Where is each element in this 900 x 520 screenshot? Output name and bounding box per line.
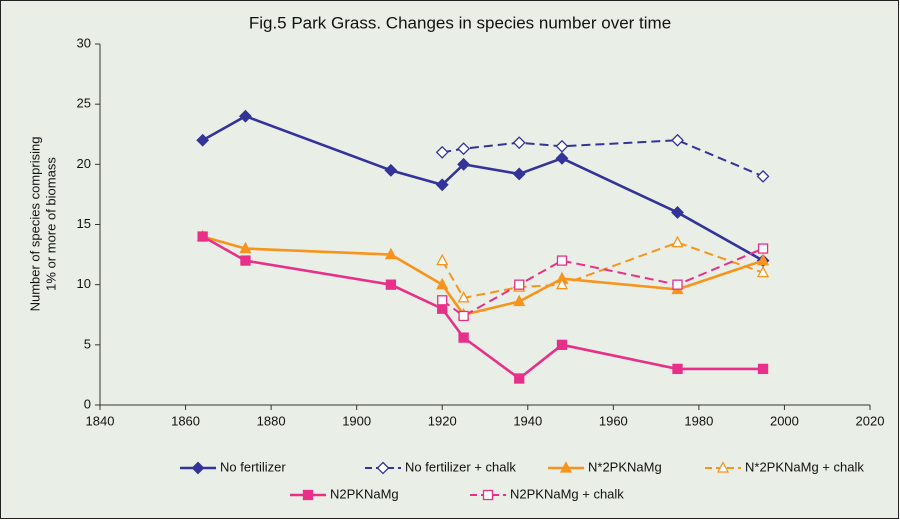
- x-tick-label: 1840: [86, 413, 115, 428]
- data-point: [756, 253, 770, 266]
- data-point: [457, 142, 471, 156]
- data-point: [384, 163, 398, 177]
- data-point: [756, 265, 770, 278]
- legend-label: N2PKNaMg: [330, 486, 399, 501]
- x-tick-label: 1900: [342, 413, 371, 428]
- data-point: [672, 279, 683, 290]
- y-axis-label: Number of species comprising: [27, 137, 42, 312]
- data-point: [457, 291, 470, 303]
- x-tick-label: 1940: [513, 413, 542, 428]
- data-point: [512, 136, 526, 150]
- legend-label: No fertilizer: [220, 459, 286, 474]
- x-tick-label: 1860: [171, 413, 200, 428]
- legend-marker: [559, 461, 573, 473]
- legend-marker: [302, 489, 314, 501]
- data-point: [513, 294, 526, 307]
- legend-marker: [191, 461, 205, 475]
- x-tick-label: 1960: [599, 413, 628, 428]
- data-point: [240, 255, 251, 266]
- data-point: [756, 169, 770, 183]
- y-tick-label: 30: [77, 35, 91, 50]
- y-axis-label: 1% or more of biomass: [43, 157, 58, 291]
- data-point: [556, 339, 568, 350]
- data-point: [196, 133, 210, 147]
- y-tick-label: 15: [77, 216, 91, 231]
- chart-title: Fig.5 Park Grass. Changes in species num…: [249, 13, 671, 32]
- data-point: [555, 139, 569, 153]
- data-point: [385, 279, 397, 290]
- legend-label: N*2PKNaMg + chalk: [745, 459, 864, 474]
- data-point: [239, 109, 252, 123]
- data-point: [757, 243, 769, 254]
- x-tick-label: 2020: [856, 413, 885, 428]
- legend-label: N2PKNaMg + chalk: [510, 486, 624, 501]
- data-point: [197, 231, 208, 242]
- data-point: [239, 241, 252, 254]
- data-point: [436, 253, 449, 266]
- data-point: [457, 157, 471, 171]
- legend-marker: [482, 489, 494, 501]
- y-tick-label: 20: [77, 156, 91, 171]
- x-tick-label: 1920: [428, 413, 457, 428]
- data-point: [435, 145, 449, 159]
- series-line: [441, 241, 764, 300]
- y-tick-label: 25: [77, 96, 91, 111]
- data-point: [458, 332, 469, 343]
- data-point: [514, 373, 525, 384]
- data-point: [671, 235, 684, 248]
- legend-marker: [376, 461, 390, 475]
- data-point: [514, 279, 525, 290]
- legend-label: No fertilizer + chalk: [405, 459, 516, 474]
- data-point: [458, 310, 469, 322]
- data-point: [671, 133, 684, 147]
- data-point: [757, 363, 769, 375]
- data-point: [512, 167, 526, 181]
- data-point: [555, 277, 569, 290]
- data-point: [672, 363, 683, 375]
- legend-label: N*2PKNaMg: [588, 459, 662, 474]
- legend-marker: [716, 461, 730, 473]
- data-point: [384, 247, 397, 260]
- data-point: [671, 206, 684, 219]
- data-point: [556, 255, 568, 266]
- data-point: [436, 277, 449, 290]
- y-tick-label: 5: [84, 336, 91, 351]
- x-tick-label: 2000: [770, 413, 799, 428]
- data-point: [437, 295, 448, 306]
- data-point: [555, 151, 569, 165]
- data-point: [437, 303, 448, 314]
- x-tick-label: 1880: [257, 413, 286, 428]
- data-point: [435, 178, 449, 192]
- x-tick-label: 1980: [684, 413, 713, 428]
- y-tick-label: 10: [77, 276, 91, 291]
- y-tick-label: 0: [84, 396, 91, 411]
